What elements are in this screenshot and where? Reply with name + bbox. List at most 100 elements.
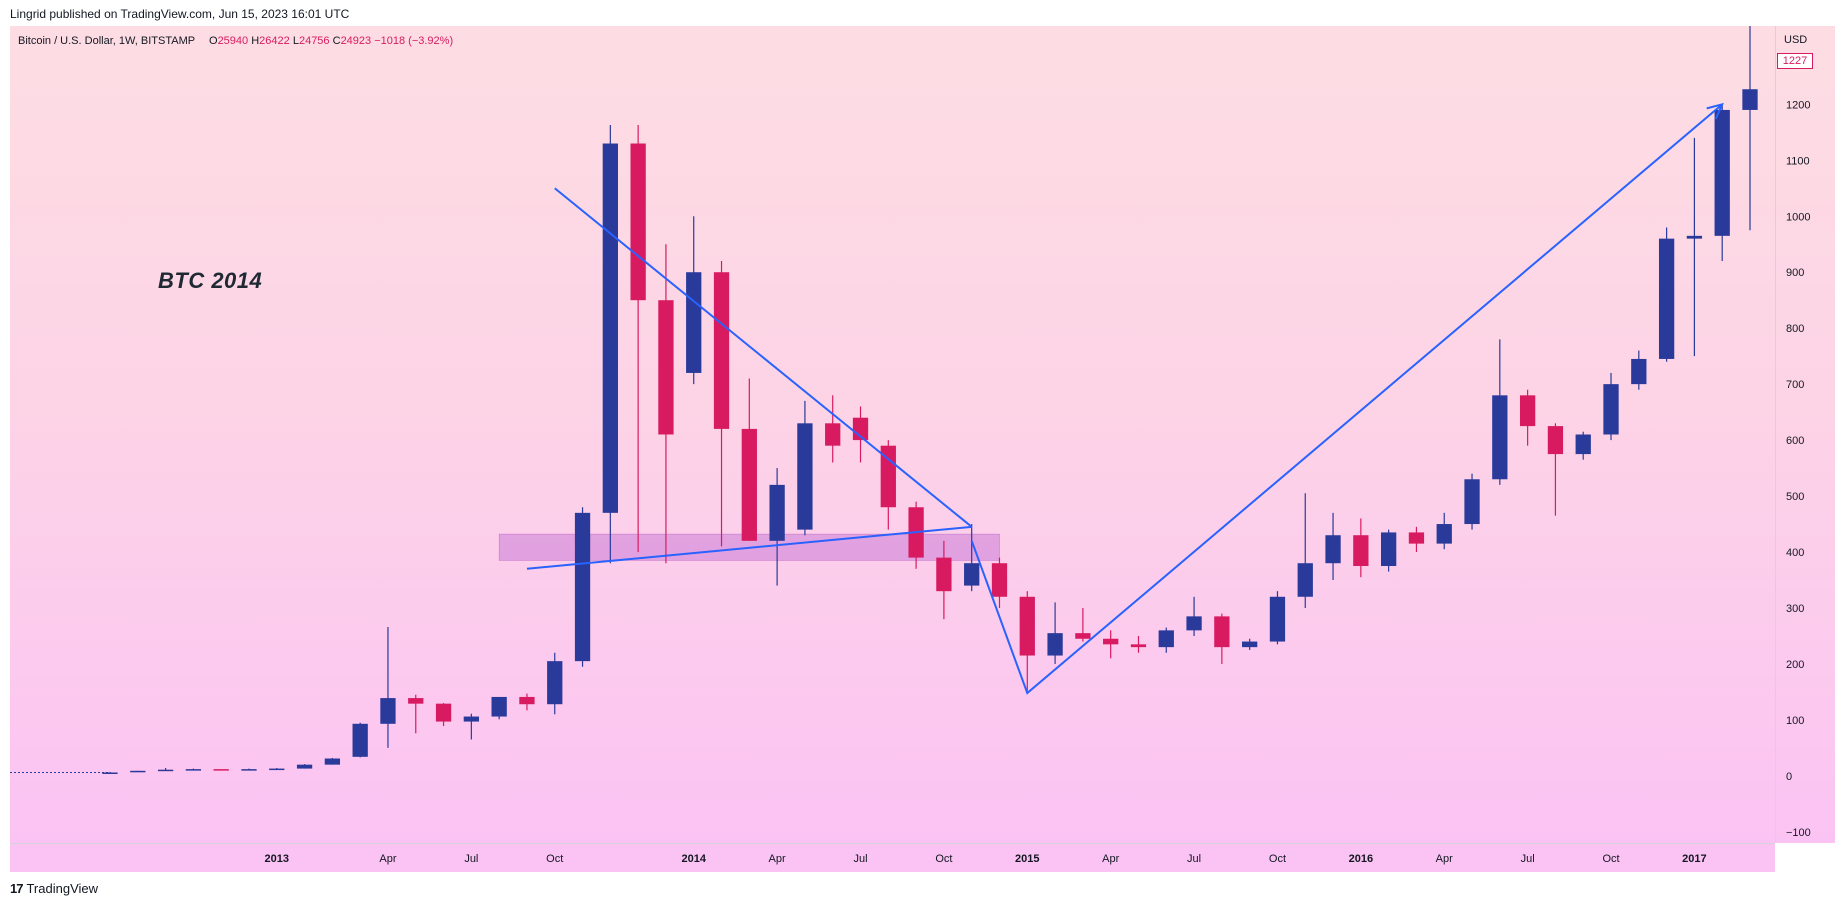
candle-body xyxy=(825,423,841,446)
candle-body xyxy=(130,770,146,773)
time-tick-label: Apr xyxy=(1436,853,1453,865)
price-tick-label: −100 xyxy=(1786,827,1811,839)
candle-body xyxy=(352,723,368,757)
high-label: H xyxy=(251,35,260,47)
candle-body xyxy=(435,703,452,722)
chart-area[interactable] xyxy=(10,26,1775,843)
close-value: 24923 xyxy=(340,35,372,47)
descending-trendline xyxy=(554,187,973,528)
candle-body xyxy=(1492,395,1508,480)
candle-body xyxy=(269,768,285,771)
currency-label: USD xyxy=(1784,34,1808,46)
candle-body xyxy=(1603,384,1619,435)
candle-body xyxy=(1436,524,1452,544)
candle-body xyxy=(686,272,702,373)
price-tick-label: 800 xyxy=(1786,323,1804,335)
price-tick-label: 400 xyxy=(1786,547,1804,559)
candle-body xyxy=(463,716,479,722)
annotation-title: BTC 2014 xyxy=(158,268,263,293)
candle-body xyxy=(1519,395,1536,427)
candle-body xyxy=(408,698,424,704)
time-tick-label: Oct xyxy=(1602,853,1619,865)
candle-body xyxy=(991,563,1008,597)
time-axis[interactable]: 2013 Apr Jul Oct 2014 Apr Jul Oct 2015 Apr Jul Oct 2… xyxy=(10,843,1775,872)
candle-body xyxy=(1158,630,1174,648)
candle-body xyxy=(713,272,730,429)
candle-body xyxy=(1130,644,1147,648)
time-tick-label: 2017 xyxy=(1682,853,1706,865)
candle-body xyxy=(1269,596,1286,642)
candle-body xyxy=(380,698,396,724)
projection-arrow-path xyxy=(970,103,1723,695)
time-tick-label: Jul xyxy=(1187,853,1201,865)
ascending-trendline xyxy=(526,525,972,570)
price-tick-label: 100 xyxy=(1786,715,1804,727)
candle-body xyxy=(1381,532,1397,567)
candle-body xyxy=(1047,633,1063,656)
published-info: Lingrid published on TradingView.com, Ju… xyxy=(10,7,350,21)
price-tick-label: 200 xyxy=(1786,659,1804,671)
price-tick-label: 300 xyxy=(1786,603,1804,615)
candle-body xyxy=(185,769,202,771)
price-axis[interactable]: 1200 1100 1000 900 800 700 600 500 400 300 200 100 0… xyxy=(1775,26,1835,843)
time-tick-label: Apr xyxy=(379,853,396,865)
candle-body xyxy=(936,557,952,592)
time-tick-label: 2013 xyxy=(265,853,289,865)
candle-body xyxy=(797,423,813,530)
candle-body xyxy=(1325,535,1341,564)
candle-body xyxy=(602,143,618,513)
candle-body xyxy=(157,769,174,772)
candle-body xyxy=(630,143,646,301)
candle-body xyxy=(741,428,757,541)
price-tick-label: 600 xyxy=(1786,435,1804,447)
candle-body xyxy=(1297,563,1313,597)
candle-body xyxy=(547,661,563,705)
candle-body xyxy=(1575,434,1591,455)
time-tick-label: Oct xyxy=(935,853,952,865)
candle-body xyxy=(574,512,591,662)
change-value: −1018 (−3.92%) xyxy=(374,35,454,47)
candle-body xyxy=(1075,633,1091,639)
time-tick-label: 2015 xyxy=(1015,853,1039,865)
time-tick-label: Apr xyxy=(769,853,786,865)
time-tick-label: 2014 xyxy=(681,853,706,865)
candle-body xyxy=(296,764,313,769)
arrow-head-icon xyxy=(1706,102,1724,120)
candle-body xyxy=(1408,532,1425,544)
candle-body xyxy=(1353,535,1369,567)
symbol-legend: Bitcoin / U.S. Dollar, 1W, BITSTAMP O259… xyxy=(18,35,453,47)
time-axis-ticks: 2013 Apr Jul Oct 2014 Apr Jul Oct 2015 Apr Jul Oct 2… xyxy=(265,853,1707,865)
open-label: O xyxy=(209,35,218,47)
candle-body xyxy=(519,696,535,705)
price-tick-label: 1200 xyxy=(1786,99,1810,111)
candle-body xyxy=(213,769,229,771)
open-value: 25940 xyxy=(217,35,249,47)
candle-body xyxy=(1214,616,1230,648)
time-tick-label: Apr xyxy=(1102,853,1119,865)
candle-body xyxy=(1103,638,1119,645)
candle-body xyxy=(1242,641,1258,648)
low-label: L xyxy=(292,35,299,47)
tradingview-logo-icon: 17 xyxy=(10,881,24,896)
high-value: 26422 xyxy=(259,35,290,47)
footer-brand: TradingView xyxy=(26,881,99,896)
candle-body xyxy=(658,300,674,435)
current-price-badge: 1227 xyxy=(1777,53,1813,69)
price-tick-label: 1000 xyxy=(1786,211,1810,223)
symbol-name: Bitcoin / U.S. Dollar, 1W, BITSTAMP xyxy=(18,35,195,47)
price-axis-ticks: 1200110010009008007006005004003002001000… xyxy=(1786,99,1811,839)
price-tick-label: 0 xyxy=(1786,771,1792,783)
close-label: C xyxy=(332,35,341,47)
candle-body xyxy=(1714,109,1730,236)
candle-body xyxy=(1186,616,1202,631)
candle-body xyxy=(1742,89,1758,110)
candle-body xyxy=(1631,358,1647,385)
time-tick-label: Jul xyxy=(1521,853,1535,865)
low-value: 24756 xyxy=(298,35,330,47)
top-bar: Lingrid published on TradingView.com, Ju… xyxy=(0,0,1835,26)
candle-body xyxy=(241,769,257,771)
time-tick-label: Oct xyxy=(546,853,563,865)
candlestick-chart[interactable] xyxy=(10,26,1775,843)
time-tick-label: 2016 xyxy=(1349,853,1373,865)
candle-body xyxy=(324,758,341,765)
